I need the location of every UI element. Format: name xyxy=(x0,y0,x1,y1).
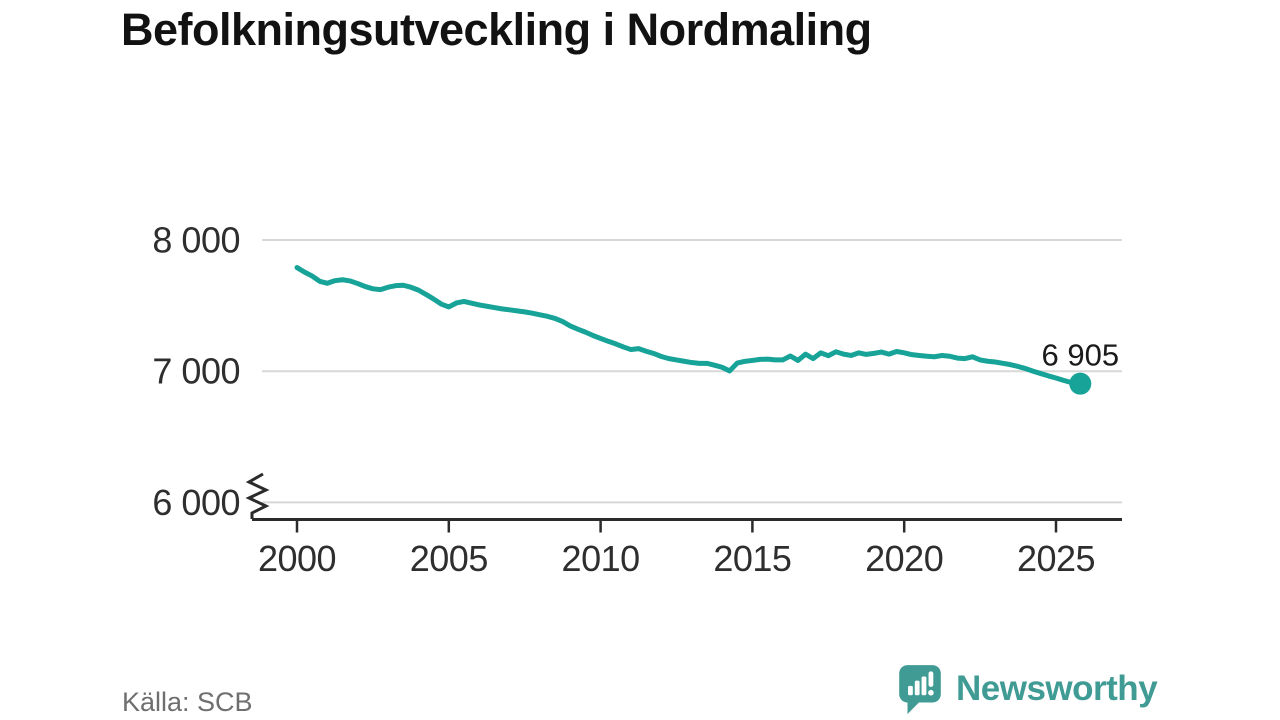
end-point-label: 6 905 xyxy=(1041,338,1119,373)
end-point: 6 905 xyxy=(1038,334,1123,395)
brand-lockup: Newsworthy xyxy=(897,663,1187,715)
x-axis xyxy=(252,518,1122,533)
gridlines xyxy=(262,239,1122,504)
y-tick-label: 6 000 xyxy=(152,482,240,523)
x-axis-labels: 2000 2005 2010 2015 2020 2025 xyxy=(258,538,1096,579)
x-tick-label: 2020 xyxy=(865,538,943,579)
population-line xyxy=(294,265,1083,387)
x-tick-label: 2015 xyxy=(713,538,791,579)
brand-name: Newsworthy xyxy=(956,669,1158,708)
x-tick-label: 2025 xyxy=(1017,538,1095,579)
y-tick-label: 8 000 xyxy=(152,220,240,261)
x-tick-label: 2010 xyxy=(562,538,640,579)
y-tick-label: 7 000 xyxy=(152,351,240,392)
speech-bubble-bar-chart-icon xyxy=(899,665,941,714)
end-point-dot xyxy=(1069,372,1092,395)
page-title: Befolkningsutveckling i Nordmaling xyxy=(121,4,872,55)
y-axis-labels: 8 000 7 000 6 000 xyxy=(152,220,240,523)
x-tick-label: 2000 xyxy=(258,538,336,579)
series-line xyxy=(294,265,1083,387)
x-tick-label: 2005 xyxy=(410,538,488,579)
source-note: Källa: SCB xyxy=(122,687,253,717)
y-axis-break-icon xyxy=(245,472,270,519)
